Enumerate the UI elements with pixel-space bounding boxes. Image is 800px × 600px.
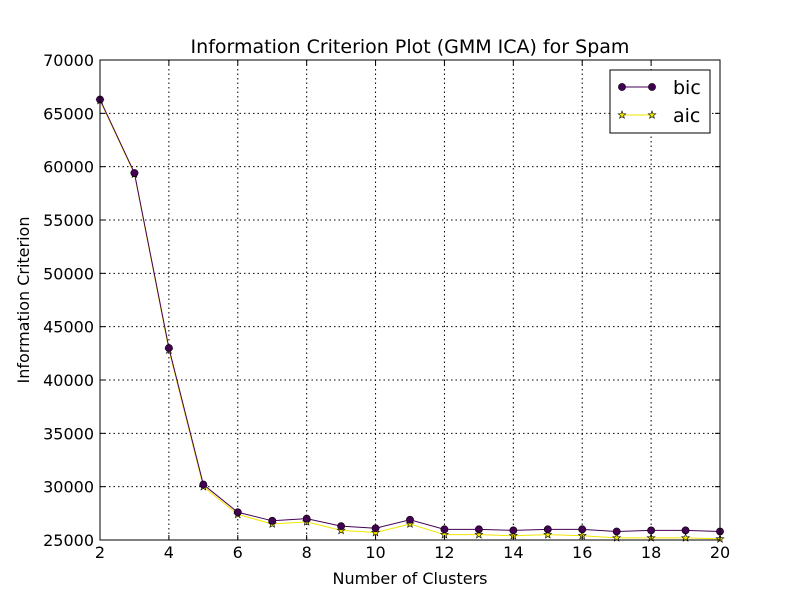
series-bic-point <box>578 525 587 534</box>
x-axis-label: Number of Clusters <box>333 569 488 588</box>
x-tick-label: 8 <box>302 543 312 562</box>
y-tick-label: 35000 <box>43 424 94 443</box>
x-tick-label: 16 <box>572 543 592 562</box>
y-tick-label: 50000 <box>43 264 94 283</box>
x-tick-label: 20 <box>710 543 730 562</box>
legend-aic-label: aic <box>673 105 700 127</box>
y-tick-label: 60000 <box>43 158 94 177</box>
x-tick-label: 18 <box>641 543 661 562</box>
series-bic-point <box>474 525 483 534</box>
series-bic-point <box>302 514 311 523</box>
series-bic-point <box>406 515 414 524</box>
y-axis-label: Information Criterion <box>14 217 33 384</box>
plot-frame <box>99 59 721 541</box>
y-tick-label: 55000 <box>43 211 94 230</box>
series-bic-point <box>681 526 690 535</box>
series-aic-point <box>474 529 484 539</box>
series-bic-point <box>164 344 173 352</box>
y-tick-label: 45000 <box>43 318 94 337</box>
legend: bic aic <box>609 69 711 134</box>
axis-ticks: 2 4 6 8 10 12 14 16 18 20 25000 30000 35000 40000 4500… <box>43 51 730 562</box>
series-bic-point <box>543 525 552 534</box>
y-tick-label: 65000 <box>43 104 94 123</box>
series-bic-point <box>371 524 380 533</box>
y-tick-label: 40000 <box>43 371 94 390</box>
series-bic-point <box>130 169 139 177</box>
series-bic-point <box>440 525 449 534</box>
series-aic-point <box>543 529 553 539</box>
series-bic-point <box>509 526 518 535</box>
legend-bic-marker <box>648 83 656 91</box>
legend-aic-marker <box>617 110 627 119</box>
legend-bic-label: bic <box>673 77 701 99</box>
y-tick-label: 70000 <box>43 51 94 70</box>
x-tick-label: 6 <box>233 543 243 562</box>
legend-box <box>609 69 711 134</box>
series-bic-point <box>647 526 656 535</box>
series-bic-point <box>612 527 621 536</box>
series-bic-point <box>337 522 346 531</box>
x-tick-label: 4 <box>164 543 174 562</box>
y-tick-label: 30000 <box>43 478 94 497</box>
series-bic-point <box>233 508 242 517</box>
x-tick-label: 12 <box>434 543 454 562</box>
legend-bic-marker <box>618 83 626 91</box>
x-tick-label: 14 <box>503 543 523 562</box>
x-tick-label: 2 <box>95 543 105 562</box>
chart-title: Information Criterion Plot (GMM ICA) for… <box>191 36 630 58</box>
series-bic-point <box>199 480 208 489</box>
x-tick-label: 10 <box>365 543 385 562</box>
series-bic-point <box>268 516 277 525</box>
legend-aic-marker <box>647 110 657 119</box>
y-tick-label: 25000 <box>43 531 94 550</box>
